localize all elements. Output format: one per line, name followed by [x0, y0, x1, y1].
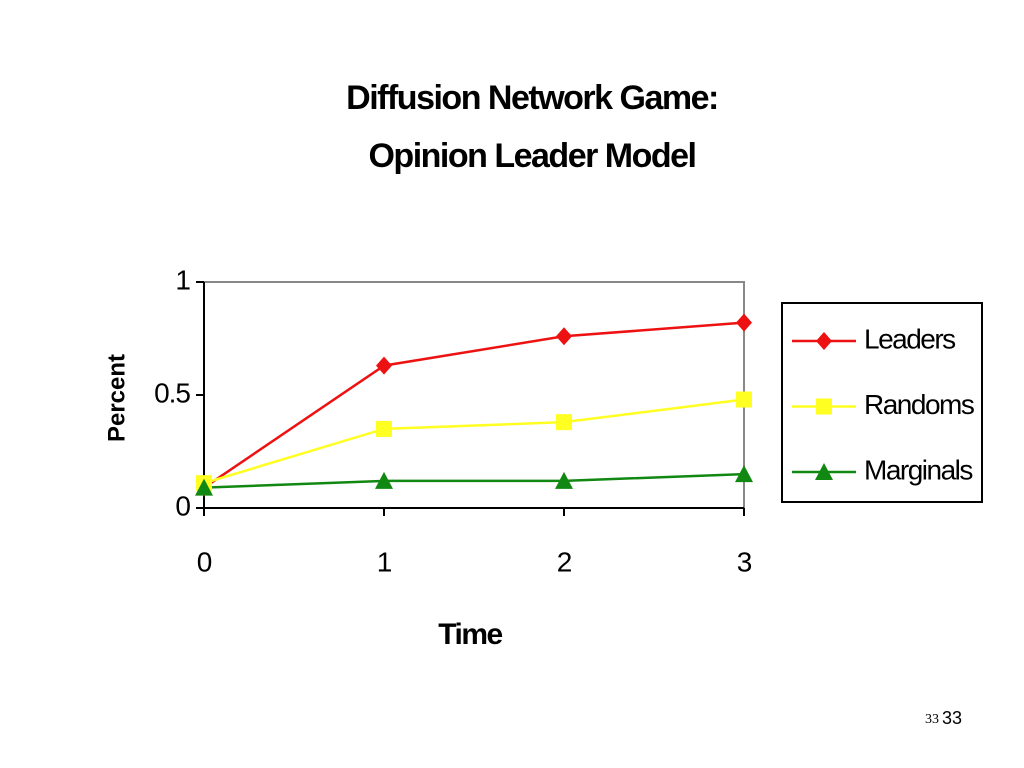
- legend-box: [781, 302, 983, 503]
- marker: [735, 465, 753, 483]
- series-line: [203, 472, 745, 489]
- marker: [375, 471, 393, 489]
- y-tick-label: 0.5: [154, 377, 190, 408]
- y-tick-label: 1: [175, 264, 190, 295]
- series-line: [203, 321, 745, 489]
- page-number: 33: [942, 708, 962, 728]
- series-line: [203, 398, 745, 485]
- marker: [555, 471, 573, 489]
- marker: [376, 356, 392, 375]
- marker: [736, 313, 752, 332]
- x-tick-label: 0: [197, 546, 212, 577]
- plot-frame: [203, 281, 745, 509]
- title-line: Diffusion Network Game:: [346, 79, 718, 117]
- legend-label: Marginals: [864, 454, 972, 485]
- legend-label: Leaders: [864, 323, 955, 354]
- x-tick-label: 2: [557, 546, 572, 577]
- marker: [816, 332, 832, 350]
- marker: [815, 463, 833, 480]
- marker: [195, 478, 213, 496]
- legend-label: Randoms: [864, 389, 974, 420]
- y-axis-label: Percent: [103, 354, 130, 442]
- marker: [376, 420, 392, 437]
- x-tick-label: 1: [377, 546, 392, 577]
- marker: [556, 327, 572, 346]
- marker: [556, 414, 572, 431]
- x-tick-label: 3: [737, 546, 752, 577]
- x-axis-label: Time: [438, 618, 502, 651]
- title-line: Opinion Leader Model: [368, 137, 695, 175]
- marker: [736, 391, 752, 408]
- marker: [816, 398, 832, 415]
- y-tick-label: 0: [175, 490, 190, 521]
- slide-number: 33: [925, 712, 939, 727]
